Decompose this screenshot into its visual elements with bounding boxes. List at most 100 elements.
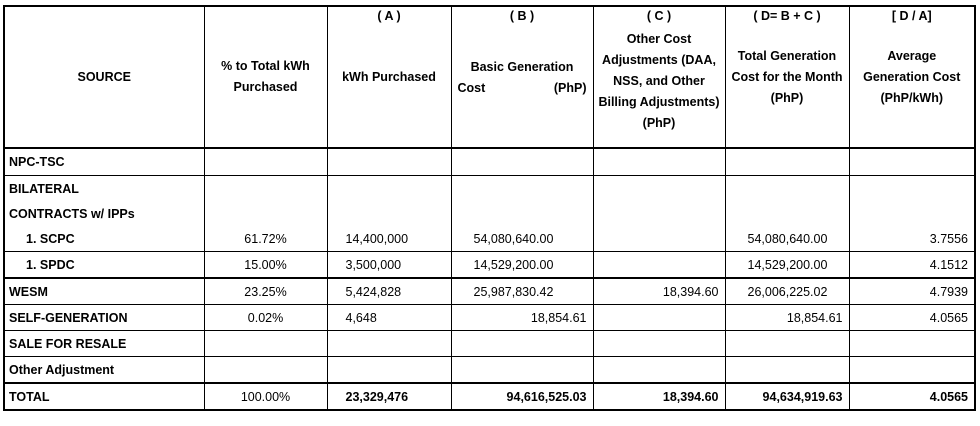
cell-avg xyxy=(848,147,976,176)
cell-pct xyxy=(203,356,328,384)
cell-total xyxy=(724,147,850,176)
cell-avg xyxy=(848,330,976,357)
cell-pct xyxy=(203,201,328,226)
cell-kwh xyxy=(326,356,452,384)
cell-kwh xyxy=(326,175,452,201)
cell-avg: 4.1512 xyxy=(848,251,976,279)
cell-kwh xyxy=(326,201,452,226)
cell-total: 54,080,640.00 xyxy=(724,226,850,252)
cell-total xyxy=(724,356,850,384)
header-basic: ( B ) Basic Generation Cost (PhP) xyxy=(450,5,594,149)
cell-kwh: 4,648 xyxy=(326,304,452,331)
header-other-label: Other Cost Adjustments (DAA, NSS, and Ot… xyxy=(598,32,720,130)
row-bilateral-line1: BILATERAL xyxy=(3,175,976,201)
header-avg-label: Average Generation Cost (PhP/kWh) xyxy=(863,49,961,105)
cell-kwh: 5,424,828 xyxy=(326,277,452,305)
cell-source: 1. SPDC xyxy=(3,251,205,279)
cell-kwh: 23,329,476 xyxy=(326,382,452,411)
cell-other xyxy=(592,201,726,226)
cell-kwh xyxy=(326,330,452,357)
cell-avg: 4.7939 xyxy=(848,277,976,305)
cell-source: SELF-GENERATION xyxy=(3,304,205,331)
header-other: ( C ) Other Cost Adjustments (DAA, NSS, … xyxy=(592,5,726,149)
cell-total: 26,006,225.02 xyxy=(724,277,850,305)
cell-basic: 25,987,830.42 xyxy=(450,277,594,305)
cell-source: CONTRACTS w/ IPPs xyxy=(3,201,205,226)
cell-other: 18,394.60 xyxy=(592,277,726,305)
header-avg: [ D / A] Average Generation Cost (PhP/kW… xyxy=(848,5,976,149)
cell-other xyxy=(592,147,726,176)
cell-basic: 18,854.61 xyxy=(450,304,594,331)
header-pct: % to Total kWh Purchased xyxy=(203,5,328,149)
header-total-letter: ( D= B + C ) xyxy=(753,9,821,23)
cell-pct xyxy=(203,147,328,176)
cell-other xyxy=(592,304,726,331)
cell-pct: 61.72% xyxy=(203,226,328,252)
row-self-generation: SELF-GENERATION 0.02% 4,648 18,854.61 18… xyxy=(3,304,976,331)
header-other-letter: ( C ) xyxy=(646,9,672,23)
header-source: SOURCE xyxy=(3,5,205,149)
cell-basic xyxy=(450,147,594,176)
cell-avg: 4.0565 xyxy=(848,304,976,331)
cell-basic: 54,080,640.00 xyxy=(450,226,594,252)
cell-kwh xyxy=(326,147,452,176)
cell-other: 18,394.60 xyxy=(592,382,726,411)
cell-other xyxy=(592,330,726,357)
header-basic-label-unit: (PhP) xyxy=(553,81,587,95)
row-sale-for-resale: SALE FOR RESALE xyxy=(3,330,976,357)
header-basic-letter: ( B ) xyxy=(509,9,535,23)
header-basic-label-line1: Basic Generation xyxy=(470,60,574,74)
generation-cost-table: SOURCE % to Total kWh Purchased ( A ) kW… xyxy=(3,5,976,411)
cell-avg xyxy=(848,356,976,384)
cell-basic xyxy=(450,330,594,357)
cell-other xyxy=(592,356,726,384)
cell-source: SALE FOR RESALE xyxy=(3,330,205,357)
header-kwh-letter: ( A ) xyxy=(377,9,401,23)
cell-pct: 100.00% xyxy=(203,382,328,411)
header-avg-letter: [ D / A] xyxy=(891,9,932,23)
cell-other xyxy=(592,175,726,201)
cell-pct xyxy=(203,175,328,201)
cell-total: 18,854.61 xyxy=(724,304,850,331)
row-total: TOTAL 100.00% 23,329,476 94,616,525.03 1… xyxy=(3,382,976,411)
row-bilateral-line2: CONTRACTS w/ IPPs xyxy=(3,201,976,226)
cell-pct: 15.00% xyxy=(203,251,328,279)
cell-avg: 3.7556 xyxy=(848,226,976,252)
cell-basic xyxy=(450,201,594,226)
cell-basic: 14,529,200.00 xyxy=(450,251,594,279)
cell-avg xyxy=(848,201,976,226)
cell-other xyxy=(592,251,726,279)
cell-kwh: 3,500,000 xyxy=(326,251,452,279)
cell-source: BILATERAL xyxy=(3,175,205,201)
cell-source: Other Adjustment xyxy=(3,356,205,384)
row-scpc: 1. SCPC 61.72% 14,400,000 54,080,640.00 … xyxy=(3,226,976,252)
row-spdc: 1. SPDC 15.00% 3,500,000 14,529,200.00 1… xyxy=(3,251,976,279)
header-total: ( D= B + C ) Total Generation Cost for t… xyxy=(724,5,850,149)
cell-source: TOTAL xyxy=(3,382,205,411)
row-npc-tsc: NPC-TSC xyxy=(3,147,976,176)
cell-avg: 4.0565 xyxy=(848,382,976,411)
cell-basic xyxy=(450,175,594,201)
header-kwh-label: kWh Purchased xyxy=(342,70,436,84)
cell-source: WESM xyxy=(3,277,205,305)
cell-avg xyxy=(848,175,976,201)
cell-total: 14,529,200.00 xyxy=(724,251,850,279)
cell-total xyxy=(724,330,850,357)
row-other-adjustment: Other Adjustment xyxy=(3,356,976,384)
header-kwh: ( A ) kWh Purchased xyxy=(326,5,452,149)
cell-pct: 23.25% xyxy=(203,277,328,305)
header-total-label: Total Generation Cost for the Month (PhP… xyxy=(731,49,843,105)
cell-pct: 0.02% xyxy=(203,304,328,331)
header-row: SOURCE % to Total kWh Purchased ( A ) kW… xyxy=(3,5,976,149)
header-basic-label-cost: Cost xyxy=(457,81,486,95)
cell-source: 1. SCPC xyxy=(3,226,205,252)
cell-source: NPC-TSC xyxy=(3,147,205,176)
cell-other xyxy=(592,226,726,252)
cell-total: 94,634,919.63 xyxy=(724,382,850,411)
header-basic-label-line2: Cost (PhP) xyxy=(456,78,589,99)
cell-basic xyxy=(450,356,594,384)
cell-basic: 94,616,525.03 xyxy=(450,382,594,411)
generation-cost-table-wrapper: SOURCE % to Total kWh Purchased ( A ) kW… xyxy=(3,5,976,411)
cell-total xyxy=(724,175,850,201)
cell-pct xyxy=(203,330,328,357)
